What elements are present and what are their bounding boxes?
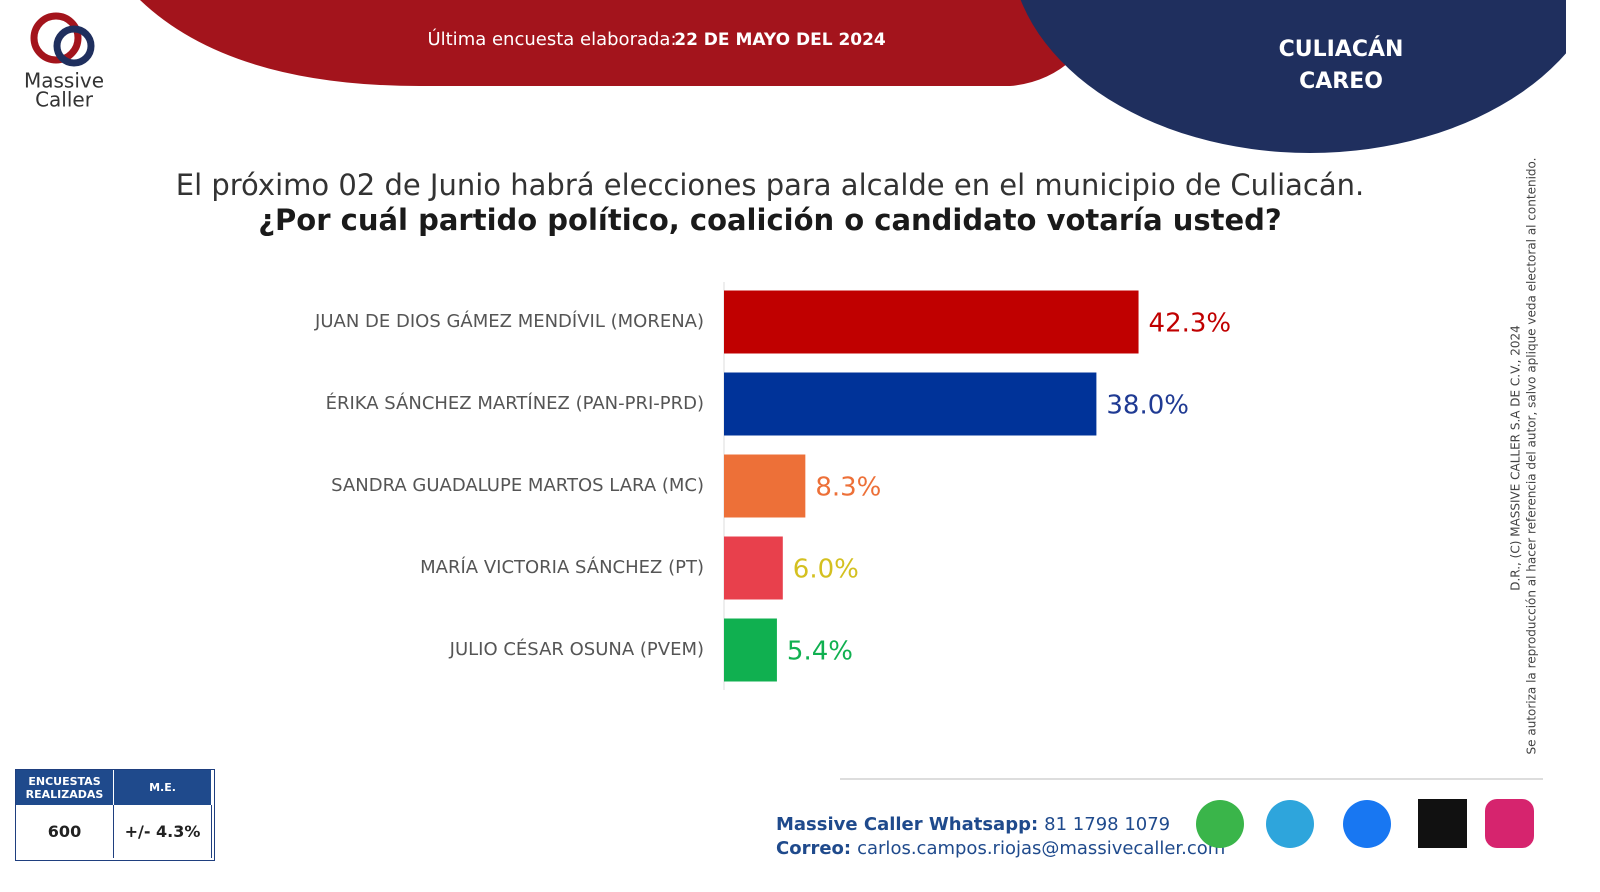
- chart-title: El próximo 02 de Junio habrá elecciones …: [176, 168, 1364, 202]
- survey-date: 22 DE MAYO DEL 2024: [674, 30, 886, 50]
- whatsapp-number: 81 1798 1079: [1044, 814, 1170, 835]
- logo-text: Massive: [24, 69, 104, 93]
- email-address: carlos.campos.riojas@massivecaller.com: [857, 838, 1225, 859]
- header-circle: [1020, 0, 1600, 153]
- poll-type: CAREO: [1299, 69, 1383, 94]
- bar: [724, 618, 777, 682]
- bar: [724, 536, 783, 600]
- value-label: 38.0%: [1106, 391, 1189, 421]
- x-icon[interactable]: [1418, 799, 1467, 848]
- whatsapp: Massive Caller Whatsapp: 81 1798 1079: [776, 814, 1170, 835]
- city: CULIACÁN: [1279, 36, 1404, 62]
- copyright: D.R., (C) MASSIVE CALLER S.A DE C.V., 20…: [1509, 325, 1523, 591]
- chart-subtitle: ¿Por cuál partido político, coalición o …: [258, 203, 1282, 237]
- logo-icon: [53, 25, 95, 67]
- value-label: 42.3%: [1149, 309, 1232, 339]
- category-label: ÉRIKA SÁNCHEZ MARTÍNEZ (PAN-PRI-PRD): [326, 392, 704, 414]
- whatsapp-label: Massive Caller Whatsapp:: [776, 814, 1038, 835]
- value-label: 8.3%: [815, 473, 881, 503]
- summary-table: ENCUESTAS REALIZADAS M.E. 600 +/- 4.3%: [15, 769, 215, 861]
- logo-text: Caller: [35, 88, 94, 112]
- table-header: ENCUESTAS REALIZADAS: [16, 770, 114, 805]
- table-cell: 600: [16, 805, 114, 858]
- email-label: Correo:: [776, 838, 851, 859]
- value-label: 6.0%: [793, 555, 859, 585]
- category-label: JUAN DE DIOS GÁMEZ MENDÍVIL (MORENA): [314, 310, 704, 332]
- category-label: JULIO CÉSAR OSUNA (PVEM): [449, 638, 704, 660]
- survey-label: Última encuesta elaborada:: [427, 28, 676, 50]
- whatsapp-icon[interactable]: [1196, 800, 1244, 848]
- table-header: M.E.: [114, 770, 212, 805]
- instagram-icon[interactable]: [1485, 799, 1534, 848]
- email: Correo: carlos.campos.riojas@massivecalle…: [776, 838, 1225, 859]
- header-banner: [140, 0, 1110, 86]
- telegram-icon[interactable]: [1266, 800, 1314, 848]
- value-label: 5.4%: [787, 637, 853, 667]
- category-label: MARÍA VICTORIA SÁNCHEZ (PT): [420, 556, 704, 578]
- bar: [724, 372, 1097, 436]
- bar: [724, 290, 1139, 354]
- logo: Massive Caller: [24, 12, 104, 112]
- category-label: SANDRA GUADALUPE MARTOS LARA (MC): [331, 475, 704, 496]
- logo-icon: [30, 12, 82, 64]
- notice: Se autoriza la reproducción al hacer ref…: [1525, 158, 1539, 755]
- bar: [724, 454, 806, 518]
- table-cell: +/- 4.3%: [114, 805, 212, 858]
- edge: [1566, 0, 1600, 200]
- facebook-icon[interactable]: [1343, 800, 1391, 848]
